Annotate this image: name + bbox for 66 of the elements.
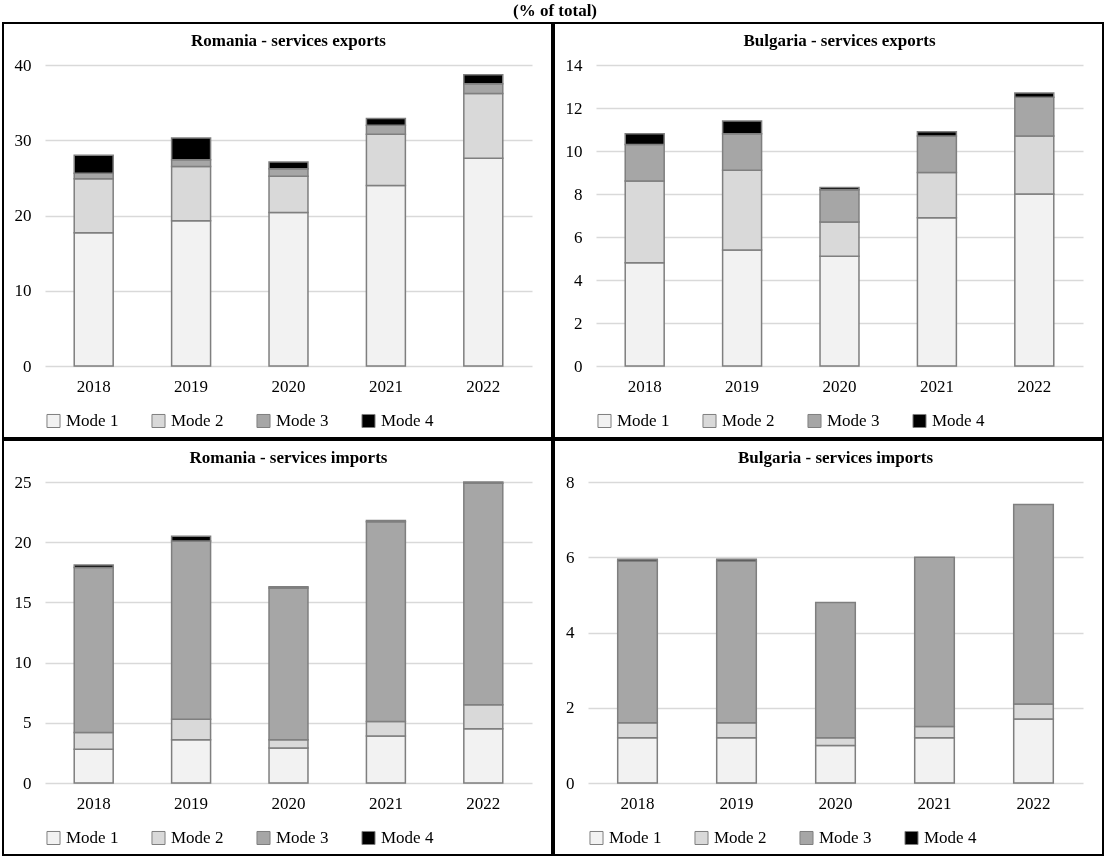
x-tick-label: 2019	[725, 376, 760, 396]
legend-label: Mode 4	[924, 827, 977, 847]
chart-title: Romania - services imports	[189, 448, 388, 467]
x-tick-label: 2019	[174, 376, 209, 396]
y-tick-label: 2	[574, 313, 583, 333]
legend-label: Mode 1	[66, 410, 119, 430]
legend-label: Mode 1	[66, 827, 119, 847]
bar	[73, 154, 114, 175]
y-tick-label: 14	[565, 55, 583, 75]
y-tick-label: 6	[566, 547, 575, 567]
chart-title: Bulgaria - services imports	[738, 448, 934, 467]
x-tick-label: 2018	[620, 793, 655, 813]
x-tick-label: 2021	[919, 376, 954, 396]
legend-label: Mode 3	[276, 827, 329, 847]
legend-label: Mode 2	[171, 827, 224, 847]
legend-label: Mode 2	[171, 410, 224, 430]
x-tick-label: 2019	[174, 793, 209, 813]
x-tick-label: 2020	[271, 793, 306, 813]
y-tick-label: 12	[565, 98, 583, 118]
x-tick-label: 2022	[1017, 376, 1052, 396]
y-tick-label: 10	[565, 141, 583, 161]
y-tick-label: 40	[14, 55, 32, 75]
y-tick-label: 15	[14, 592, 32, 612]
legend-label: Mode 4	[381, 827, 434, 847]
y-tick-label: 0	[574, 356, 583, 376]
legend-label: Mode 3	[819, 827, 872, 847]
x-tick-label: 2019	[719, 793, 754, 813]
y-tick-label: 2	[566, 698, 575, 718]
y-tick-label: 6	[574, 227, 583, 247]
x-tick-label: 2018	[76, 376, 111, 396]
x-tick-label: 2018	[76, 793, 111, 813]
x-tick-label: 2022	[466, 376, 501, 396]
legend-label: Mode 2	[714, 827, 767, 847]
x-tick-label: 2020	[822, 376, 857, 396]
text: (% of total)	[512, 1, 598, 20]
x-tick-label: 2021	[368, 376, 403, 396]
y-tick-label: 4	[566, 623, 575, 642]
chart-title: Bulgaria - services exports	[743, 31, 936, 50]
x-tick-label: 2022	[1016, 793, 1051, 813]
x-tick-label: 2018	[627, 376, 662, 396]
legend-label: Mode 4	[381, 410, 434, 430]
legend-label: Mode 4	[932, 410, 985, 430]
y-tick-label: 20	[14, 532, 32, 552]
y-tick-label: 10	[14, 281, 32, 301]
x-tick-label: 2020	[818, 793, 853, 813]
y-tick-label: 20	[14, 206, 32, 225]
legend-label: Mode 3	[276, 410, 329, 430]
y-tick-label: 4	[574, 270, 583, 290]
x-tick-label: 2021	[917, 793, 952, 813]
y-tick-label: 10	[14, 653, 32, 673]
legend-label: Mode 1	[617, 410, 670, 430]
y-tick-label: 0	[566, 773, 575, 793]
legend-label: Mode 1	[609, 827, 662, 847]
x-tick-label: 2022	[466, 793, 501, 813]
y-tick-label: 8	[574, 184, 583, 204]
y-tick-label: 0	[23, 356, 32, 376]
y-tick-label: 5	[23, 713, 32, 733]
chart-title: Romania - services exports	[191, 31, 387, 50]
y-tick-label: 8	[566, 472, 575, 492]
legend-label: Mode 2	[722, 410, 775, 430]
x-tick-label: 2021	[368, 793, 403, 813]
y-tick-label: 25	[14, 472, 32, 492]
y-tick-label: 30	[14, 130, 32, 150]
legend-label: Mode 3	[827, 410, 880, 430]
x-tick-label: 2020	[271, 376, 306, 396]
y-tick-label: 0	[23, 773, 32, 793]
